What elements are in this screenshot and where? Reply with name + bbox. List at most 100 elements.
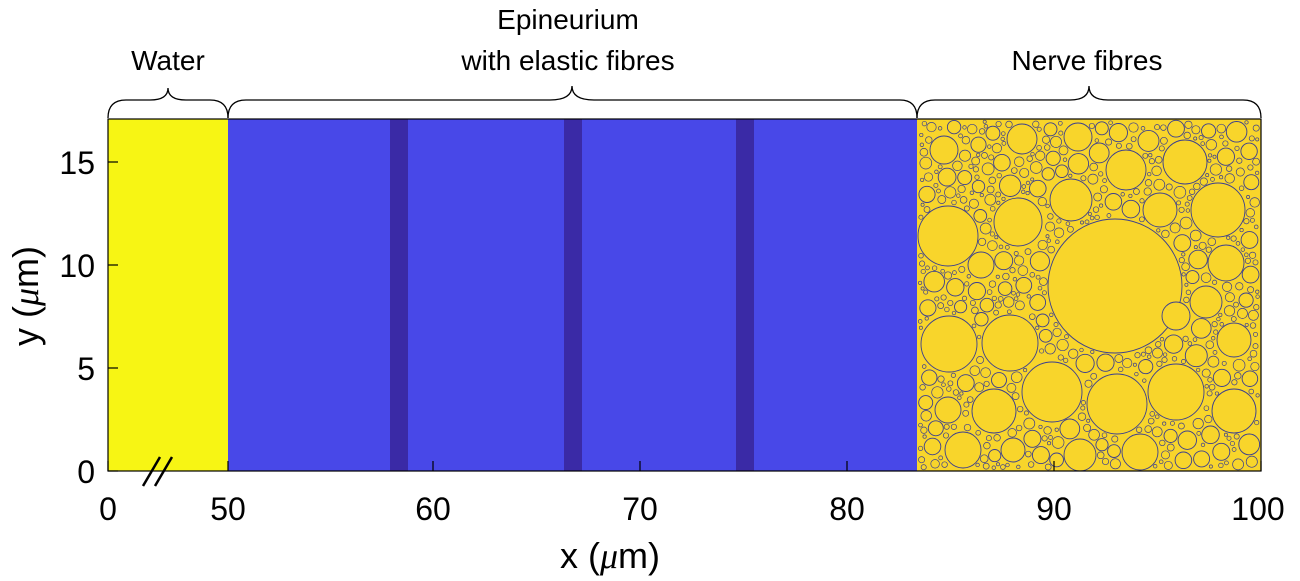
nerve-fibre-circle (966, 274, 971, 279)
nerve-fibre-circle (1176, 200, 1182, 206)
nerve-fibre-circle (967, 282, 986, 301)
nerve-fibre-circle (985, 125, 1001, 141)
nerve-fibre-circle (1160, 136, 1168, 145)
nerve-fibre-circle (952, 270, 957, 275)
nerve-fibre-circle (1212, 442, 1231, 461)
nerve-fibre-circle (963, 423, 972, 432)
nerve-fibre-circle (1193, 245, 1198, 250)
nerve-fibre-circle (966, 396, 974, 403)
nerve-fibre-circle (1023, 417, 1036, 430)
elastic-fibre (564, 119, 582, 471)
nerve-fibre-circle (1046, 238, 1051, 243)
nerve-fibre-circle (1036, 126, 1042, 132)
nerve-fibre-circle (918, 214, 924, 220)
nerve-fibre-circle (1115, 142, 1122, 149)
nerve-fibre-circle (927, 420, 944, 437)
nerve-fibre-circle (937, 126, 943, 131)
nerve-fibre-circle (969, 299, 976, 306)
nerve-fibre-circle (929, 135, 959, 165)
nerve-fibre-circle (974, 312, 989, 327)
elastic-fibre (736, 119, 754, 471)
nerve-fibre-circle (1029, 272, 1036, 278)
nerve-fibre-circle (1169, 420, 1175, 426)
nerve-fibre-circle (1056, 338, 1069, 352)
nerve-fibre-circle (971, 179, 986, 194)
y-tick-label: 0 (77, 454, 95, 490)
nerve-fibre-circle (1232, 458, 1244, 471)
nerve-fibre-circle (1015, 300, 1025, 311)
nerve-fibre-circle (991, 295, 997, 301)
nerve-fibre-circle (1196, 431, 1202, 436)
nerve-fibre-circle (1088, 142, 1110, 164)
nerve-fibre-circle (979, 297, 995, 313)
nerve-fibre-circle (1089, 215, 1095, 221)
nerve-fibre-circle (1237, 308, 1248, 319)
nerve-fibre-circle (983, 442, 991, 450)
nerve-fibre-circle (1153, 178, 1166, 191)
nerve-fibre-circle (1148, 158, 1155, 165)
nerve-fibre-circle (959, 149, 971, 162)
nerve-fibre-circle (1075, 353, 1095, 373)
nerve-fibre-circle (1037, 285, 1043, 291)
nerve-fibre-circle (1090, 372, 1098, 380)
nerve-fibre-circle (971, 156, 981, 166)
nerve-fibre-circle (1185, 270, 1200, 285)
nerve-fibres-label: Nerve fibres (1012, 45, 1163, 76)
nerve-fibre-circle (1249, 197, 1260, 208)
nerve-fibre-circle (1001, 131, 1006, 136)
nerve-fibre-circle (1021, 361, 1083, 423)
y-tick-label: 5 (77, 351, 95, 387)
nerve-fibre-circle (1086, 373, 1148, 435)
nerve-fibre-circle (1213, 329, 1219, 335)
nerve-fibre-circle (968, 163, 974, 169)
nerve-fibre-circle (976, 356, 985, 364)
nerve-fibre-circle (1216, 123, 1227, 134)
nerve-fibre-circle (1057, 120, 1063, 126)
nerve-fibre-circle (1201, 123, 1217, 139)
nerve-fibre-circle (947, 299, 954, 307)
nerve-fibre-circle (1218, 462, 1224, 469)
nerve-fibre-circle (1088, 429, 1100, 441)
nerve-fibre-circle (981, 162, 995, 176)
nerve-fibre-circle (1001, 196, 1006, 201)
nerve-fibre-circle (987, 217, 992, 223)
nerve-fibre-circle (1045, 150, 1061, 166)
nerve-fibre-circle (937, 375, 945, 383)
nerve-fibre-circle (995, 274, 1000, 279)
nerve-fibre-circle (1077, 412, 1087, 421)
nerve-fibre-circle (946, 119, 962, 135)
nerve-fibre-circle (1210, 177, 1215, 182)
nerve-fibre-circle (1193, 182, 1201, 191)
nerve-fibre-circle (1212, 368, 1231, 387)
nerve-fibre-circle (1205, 139, 1217, 151)
y-tick-label: 10 (59, 248, 95, 284)
nerve-fibre-circle (1247, 164, 1254, 171)
nerve-fibre-circle (996, 172, 1002, 179)
nerve-fibre-circle (988, 176, 997, 185)
nerve-fibre-circle (1252, 259, 1259, 266)
nerve-fibre-circle (917, 205, 979, 267)
nerve-fibre-circle (1182, 335, 1189, 342)
nerve-fibre-circle (995, 120, 1002, 128)
nerve-fibre-circle (919, 384, 926, 391)
nerve-fibre-circle (986, 185, 995, 194)
nerve-fibre-circle (920, 426, 928, 434)
nerve-fibre-circle (1030, 151, 1035, 157)
nerve-fibre-circle (1200, 442, 1206, 448)
nerve-fibre-circle (1107, 444, 1121, 458)
nerve-fibre-circle (1255, 289, 1260, 294)
nerve-fibre-circle (1254, 170, 1260, 176)
nerve-fibre-circle (1144, 425, 1152, 433)
nerve-fibre-circle (1244, 257, 1251, 264)
nerve-fibre-circle (1173, 234, 1192, 252)
nerve-fibre-circle (1187, 341, 1193, 346)
nerve-fibre-circle (1184, 120, 1193, 129)
nerve-fibre-circle (1088, 122, 1095, 130)
nerve-fibre-circle (1208, 153, 1213, 158)
nerve-fibre-circle (1205, 340, 1215, 349)
nerve-fibre-circle (1023, 429, 1042, 448)
nerve-fibre-circle (1024, 248, 1032, 255)
nerve-fibre-circle (1244, 120, 1249, 125)
nerve-fibre-circle (919, 299, 937, 317)
nerve-fibre-circle (1181, 262, 1190, 271)
